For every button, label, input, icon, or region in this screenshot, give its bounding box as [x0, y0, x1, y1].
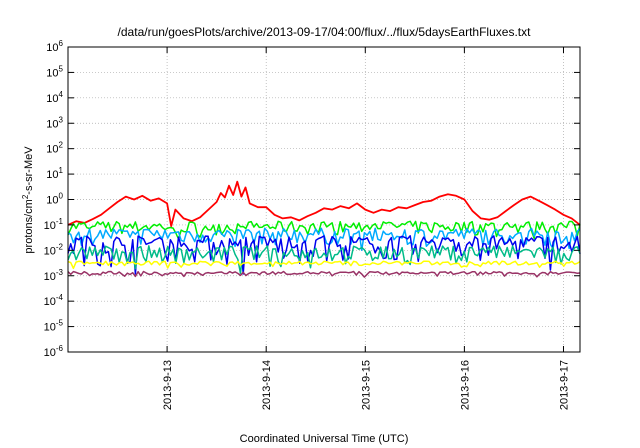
- series-line: [67, 235, 581, 275]
- y-tick-label: 100: [46, 192, 63, 207]
- x-tick-label: 2013-9-14: [261, 360, 273, 410]
- series-line: [67, 245, 581, 275]
- x-tick-label: 2013-9-15: [360, 360, 372, 410]
- series-lines: [67, 180, 581, 278]
- y-axis-label: protons/cm2-s-sr-MeV: [21, 146, 35, 254]
- y-tick-label: 103: [46, 115, 63, 130]
- y-tick-label: 102: [46, 141, 63, 156]
- y-tick-label: 10-4: [44, 293, 64, 308]
- grid: [68, 46, 580, 353]
- y-tick-label: 10-1: [44, 217, 64, 232]
- x-tick-label: 2013-9-16: [459, 360, 471, 410]
- chart-title: /data/run/goesPlots/archive/2013-09-17/0…: [118, 25, 532, 39]
- x-axis-ticks: 2013-9-13 2013-9-14 2013-9-15 2013-9-16 2013…: [162, 47, 570, 410]
- y-tick-label: 105: [46, 64, 63, 79]
- y-tick-label: 101: [46, 166, 63, 181]
- x-tick-label: 2013-9-13: [162, 360, 174, 410]
- y-tick-label: 10-6: [44, 344, 64, 359]
- series-line: [67, 270, 581, 278]
- y-axis-ticks: 10-6 10-5 10-4 10-3 10-2 10-1 100 101 102 103 104 1…: [44, 39, 580, 359]
- x-axis-label: Coordinated Universal Time (UTC): [240, 433, 409, 445]
- series-line: [67, 260, 581, 270]
- y-tick-label: 104: [46, 90, 63, 105]
- x-tick-label: 2013-9-17: [558, 360, 570, 410]
- y-tick-label: 106: [46, 39, 63, 54]
- y-tick-label: 10-3: [44, 268, 64, 283]
- y-tick-label: 10-5: [44, 319, 64, 334]
- series-line: [67, 180, 581, 228]
- series-line: [67, 220, 581, 240]
- y-tick-label: 10-2: [44, 242, 64, 257]
